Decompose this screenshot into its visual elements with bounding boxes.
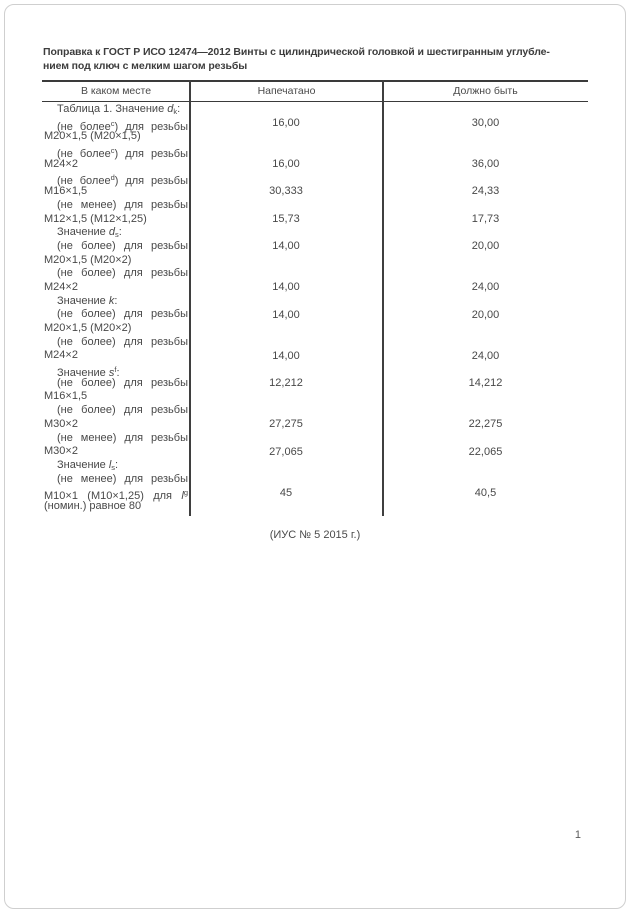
table-line: (не более) для резьбы bbox=[57, 404, 188, 417]
table-line: (не менее) для резьбы bbox=[57, 198, 188, 211]
column-divider-2 bbox=[382, 80, 384, 516]
table-line: (не более) для резьбы bbox=[57, 335, 188, 348]
printed-value: 14,00 bbox=[272, 240, 300, 252]
table-header-printed: Напечатано bbox=[257, 85, 316, 97]
correct-value: 20,00 bbox=[471, 308, 500, 321]
printed-value: 14,00 bbox=[272, 349, 300, 362]
correct-value: 24,33 bbox=[471, 185, 500, 198]
table-line: М16×1,5 bbox=[44, 390, 88, 403]
table-header-correct: Должно быть bbox=[453, 85, 518, 97]
table-line: М24×2 bbox=[44, 157, 78, 170]
correct-value: 40,5 bbox=[474, 486, 497, 499]
correct-value: 20,00 bbox=[471, 240, 500, 252]
table-line: М30×2 bbox=[44, 417, 78, 430]
table-line: М16×1,5 bbox=[44, 185, 88, 198]
correct-value: 36,00 bbox=[471, 157, 500, 170]
printed-value: 30,333 bbox=[269, 185, 303, 198]
table-line: (не более) для резьбы bbox=[57, 308, 188, 321]
table-line: М20×1,5 (М20×2) bbox=[44, 253, 132, 266]
printed-value: 14,00 bbox=[272, 308, 300, 321]
table-line: М20×1,5 (М20×1,5) bbox=[44, 130, 141, 143]
table-line: (не более) для резьбы bbox=[57, 267, 188, 280]
table-line: М20×1,5 (М20×2) bbox=[44, 322, 132, 334]
printed-value: 27,275 bbox=[269, 418, 303, 431]
column-divider-1 bbox=[189, 80, 191, 516]
table-line: (не менее) для резьбы bbox=[57, 431, 188, 444]
table-line: (не болееd) для резьбы bbox=[57, 173, 188, 188]
correct-value: 14,212 bbox=[468, 377, 503, 389]
corrections-table: В каком месте Напечатано Должно быть Таб… bbox=[42, 80, 588, 516]
correct-value: 24,00 bbox=[471, 281, 500, 294]
printed-value: 27,065 bbox=[269, 445, 303, 458]
table-line: М30×2 bbox=[44, 445, 78, 458]
table-line: М12×1,5 (М12×1,25) bbox=[44, 212, 147, 225]
table-line: (номин.) равное 80 bbox=[44, 499, 142, 512]
correct-value: 17,73 bbox=[471, 212, 500, 225]
table-line: М10×1 (М10×1,25) для lg bbox=[44, 488, 188, 503]
table-line: (не менее) для резьбы bbox=[57, 472, 188, 485]
table-line: Значение sf: bbox=[57, 365, 120, 380]
page-title: Поправка к ГОСТ Р ИСО 12474—2012 Винты с… bbox=[43, 45, 591, 73]
printed-value: 45 bbox=[279, 486, 293, 499]
table-line: (не более) для резьбы bbox=[57, 376, 188, 389]
table-header-row: В каком месте Напечатано Должно быть bbox=[42, 80, 588, 102]
correct-value: 24,00 bbox=[471, 349, 500, 362]
printed-value: 14,00 bbox=[272, 281, 300, 294]
printed-value: 16,00 bbox=[272, 116, 300, 129]
table-line: Значение ds: bbox=[57, 226, 122, 240]
table-line: (не болееc) для резьбы bbox=[57, 118, 188, 133]
correct-value: 30,00 bbox=[471, 116, 500, 129]
table-line: Значение ls: bbox=[57, 458, 119, 472]
page-title-line1: Поправка к ГОСТ Р ИСО 12474—2012 Винты с… bbox=[43, 46, 550, 58]
correct-value: 22,275 bbox=[468, 418, 503, 431]
table-line: М24×2 bbox=[44, 280, 78, 293]
printed-value: 15,73 bbox=[272, 212, 300, 225]
printed-value: 16,00 bbox=[272, 157, 300, 170]
page-title-line2: нием под ключ с мелким шагом резьбы bbox=[43, 60, 248, 72]
table-line: (не болееc) для резьбы bbox=[57, 146, 188, 161]
table-line: (не более) для резьбы bbox=[57, 239, 188, 252]
table-header-place: В каком месте bbox=[80, 85, 152, 97]
printed-value: 12,212 bbox=[269, 377, 303, 389]
ius-note: (ИУС № 5 2015 г.) bbox=[269, 529, 361, 541]
table-line: Таблица 1. Значение dk: bbox=[57, 103, 181, 116]
table-line: Значение k: bbox=[57, 294, 118, 307]
correct-value: 22,065 bbox=[468, 445, 503, 458]
table-line: М24×2 bbox=[44, 349, 78, 362]
table-body: Таблица 1. Значение dk: (не болееc) для р… bbox=[42, 102, 588, 515]
page-number: 1 bbox=[574, 829, 581, 841]
